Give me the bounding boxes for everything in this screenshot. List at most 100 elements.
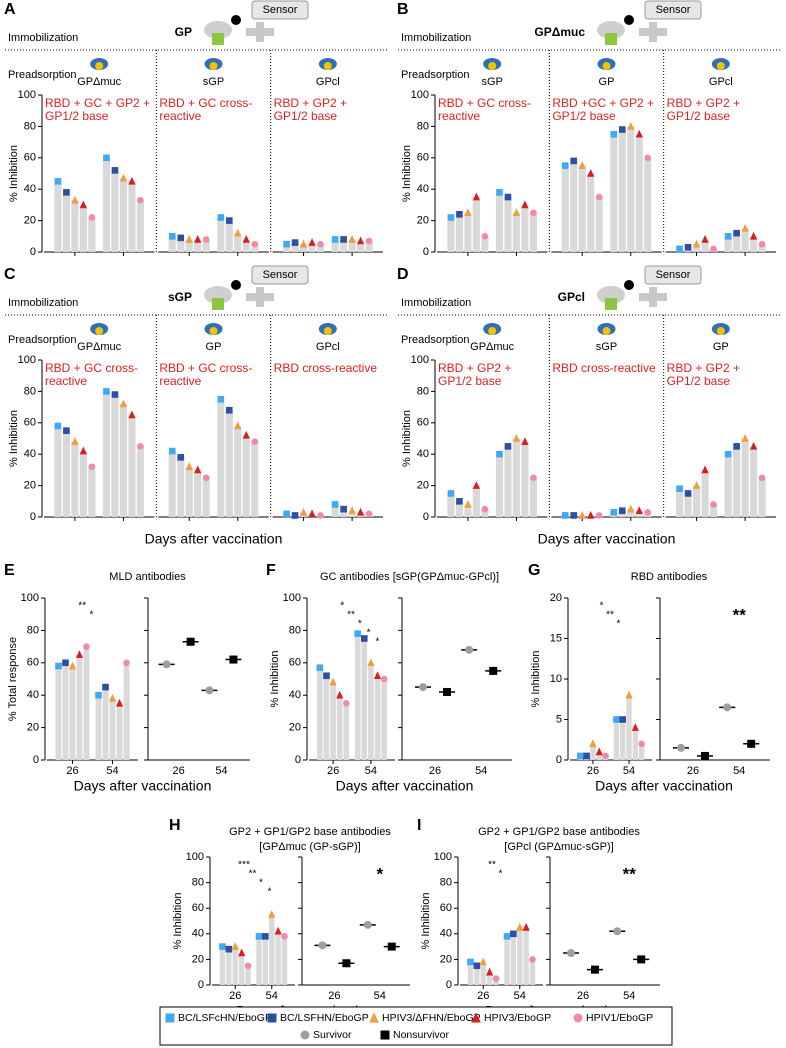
bar [219, 946, 226, 985]
bar [354, 633, 361, 760]
y-tick-label: 20 [550, 592, 562, 604]
bar-marker [54, 422, 62, 430]
x-tick-label: 54 [266, 990, 278, 1002]
y-tick-label: 80 [192, 877, 204, 889]
y-tick-label: 80 [27, 624, 39, 636]
bar [79, 204, 87, 252]
bar-marker [635, 129, 643, 138]
annotation-box: RBD + GP2 + GP1/2 base [667, 362, 740, 388]
section-name: GPcl [316, 76, 340, 88]
bar-marker [185, 462, 193, 471]
bar [709, 504, 718, 517]
bar-marker [447, 490, 455, 497]
y-axis-label: % Inhibition [530, 651, 542, 708]
bar [340, 239, 348, 252]
bar-marker [75, 650, 84, 658]
bar-marker [613, 716, 620, 723]
bar-marker [274, 926, 282, 935]
bar-marker [79, 200, 87, 209]
bar [88, 466, 96, 517]
y-tick-label: 100 [186, 851, 204, 863]
legend-label: HPIV3/ΔFHN/EboGP [382, 1012, 481, 1024]
annotation-box: RBD + GC + GP2 + GP1/2 base [45, 97, 150, 123]
bar [365, 241, 373, 252]
legend-label: BC/LSFcHN/EboGP [178, 1012, 272, 1024]
bar [88, 217, 96, 252]
bar-marker [692, 239, 701, 248]
outcome-marker [318, 941, 327, 950]
bar-marker [644, 508, 652, 516]
bar-marker [380, 675, 388, 683]
protein-icon [212, 298, 224, 310]
outcome-marker [747, 739, 756, 748]
bar-marker [710, 245, 717, 253]
legend-marker [300, 1030, 310, 1040]
bar-marker [68, 661, 77, 670]
sensor-label: Sensor [263, 4, 298, 16]
bar [168, 451, 176, 517]
bar-marker [578, 161, 586, 169]
bar [76, 654, 83, 760]
bar [226, 949, 232, 985]
section-name: GPcl [709, 76, 733, 88]
significance: * [367, 628, 371, 639]
bar [472, 485, 480, 517]
annotation-box: RBD + GC cross-reactive [438, 97, 531, 123]
significance: ** [488, 860, 496, 871]
y-tick-label: 60 [24, 152, 36, 164]
bar [724, 236, 732, 252]
panel-letter: H [169, 817, 181, 834]
significance: * [375, 637, 379, 648]
bar-marker [365, 510, 373, 518]
bar-marker [619, 716, 627, 723]
bar [79, 451, 87, 517]
outcome-marker [387, 942, 396, 951]
legend-label: HPIV3/EboGP [484, 1012, 551, 1024]
x-tick-label: 26 [587, 765, 599, 777]
bar-marker [583, 752, 590, 760]
annotation-box: RBD cross-reactive [274, 362, 377, 375]
bar-marker [231, 942, 239, 950]
y-tick-label: 20 [192, 953, 204, 965]
protein-icon [597, 21, 625, 39]
x-tick-label: 26 [66, 765, 78, 777]
bar-marker [510, 930, 517, 938]
bar [618, 129, 626, 252]
y-tick-label: 60 [417, 417, 429, 429]
bar [102, 391, 111, 517]
bar-marker [456, 211, 463, 218]
significance: * [358, 619, 362, 630]
bar [758, 244, 766, 252]
x-tick-label: 26 [327, 765, 339, 777]
y-tick-label: 0 [30, 246, 36, 258]
bar-marker [692, 481, 701, 489]
bar [741, 438, 749, 517]
bar-marker [340, 505, 347, 513]
bar-marker [750, 231, 758, 240]
bar-marker [570, 512, 578, 519]
protein-icon [716, 327, 725, 335]
bar-marker [367, 658, 375, 667]
bar-marker [111, 167, 119, 174]
bar [340, 509, 348, 517]
bar-marker [251, 240, 259, 248]
x-axis-label: Days after vaccination [74, 778, 212, 794]
bar-marker [317, 512, 324, 519]
bar-marker [373, 671, 382, 680]
sensor-label: Sensor [656, 269, 691, 281]
bar-marker [464, 208, 472, 217]
bar [610, 134, 618, 252]
outcome-marker [443, 687, 451, 696]
bar [758, 477, 766, 517]
protein-icon [602, 327, 611, 335]
bar [464, 212, 472, 252]
bar [62, 430, 70, 517]
bar-marker [323, 672, 330, 680]
bar [504, 197, 512, 252]
section-name: sGP [481, 76, 502, 88]
bar-marker [63, 427, 70, 434]
x-axis-label: Days after vaccination [538, 531, 676, 547]
bar [750, 446, 758, 517]
x-tick-label: 54 [733, 765, 745, 777]
bar [336, 695, 343, 760]
